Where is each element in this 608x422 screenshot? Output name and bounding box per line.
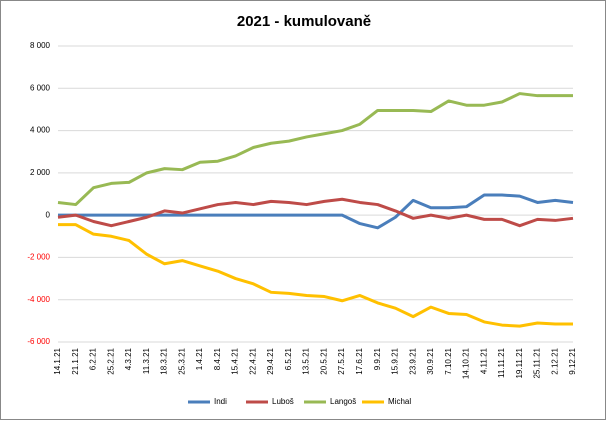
x-tick-label: 8.4.21: [213, 347, 222, 370]
legend-label: Michal: [388, 397, 411, 406]
x-tick-label: 25.3.21: [177, 347, 186, 374]
x-tick-label: 15.9.21: [391, 347, 400, 374]
x-tick-label: 23.9.21: [408, 347, 417, 374]
x-tick-label: 15.4.21: [231, 347, 240, 374]
x-tick-label: 14.10.21: [462, 347, 471, 379]
legend-label: Langoš: [330, 397, 356, 406]
x-tick-label: 2.12.21: [550, 347, 559, 374]
series-line: [57, 197, 574, 228]
x-tick-label: 4.11.21: [479, 347, 488, 374]
x-tick-label: 21.1.21: [71, 347, 80, 374]
legend-label: Luboš: [272, 397, 294, 406]
y-tick-label: 0: [46, 210, 51, 219]
x-tick-label: 1.4.21: [195, 347, 204, 370]
y-tick-label: 6 000: [30, 83, 51, 92]
x-tick-label: 13.5.21: [302, 347, 311, 374]
legend-label: Indi: [214, 397, 227, 406]
x-tick-label: 18.3.21: [160, 347, 169, 374]
x-tick-label: 4.3.21: [124, 347, 133, 370]
x-tick-label: 11.11.21: [497, 347, 506, 378]
x-tick-label: 25.2.21: [106, 347, 115, 374]
x-tick-label: 20.5.21: [319, 347, 328, 374]
x-tick-label: 6.2.21: [89, 347, 98, 370]
x-tick-label: 11.3.21: [142, 347, 151, 374]
x-tick-label: 17.6.21: [355, 347, 364, 374]
x-tick-label: 9.12.21: [568, 347, 577, 374]
x-tick-label: 25.11.21: [533, 347, 542, 378]
x-tick-label: 6.5.21: [284, 347, 293, 370]
y-tick-label: 8 000: [30, 41, 51, 50]
x-tick-label: 7.10.21: [444, 347, 453, 374]
x-tick-label: 29.4.21: [266, 347, 275, 374]
x-tick-label: 30.9.21: [426, 347, 435, 374]
x-tick-label: 27.5.21: [337, 347, 346, 374]
series-line: [58, 223, 573, 328]
x-tick-label: 22.4.21: [248, 347, 257, 374]
x-tick-label: 19.11.21: [515, 347, 524, 378]
x-tick-label: 14.1.21: [53, 347, 62, 374]
y-tick-label: 2 000: [30, 168, 51, 177]
y-tick-label: -6 000: [27, 337, 50, 346]
y-tick-label: -2 000: [27, 253, 50, 262]
chart-title: 2021 - kumulovaně: [237, 13, 371, 30]
y-tick-label: 4 000: [30, 126, 51, 135]
y-tick-label: -4 000: [27, 295, 50, 304]
x-tick-label: 9.9.21: [373, 347, 382, 370]
series-line: [58, 193, 574, 230]
series-line: [57, 92, 573, 207]
